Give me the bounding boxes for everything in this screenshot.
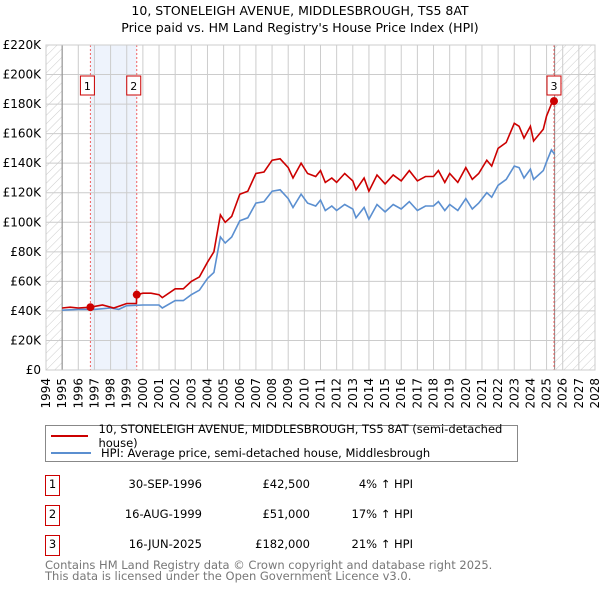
y-tick-label: £220K — [3, 38, 43, 52]
sale-badge: 2 — [45, 505, 60, 526]
sale-badge: 1 — [45, 475, 60, 496]
x-tick-label: 2026 — [556, 378, 570, 409]
sale-period-shade — [90, 45, 137, 370]
y-tick-label: £180K — [3, 97, 43, 111]
sale-label: 1 — [84, 80, 91, 93]
x-tick-label: 2006 — [233, 378, 247, 409]
x-tick-label: 2022 — [491, 378, 505, 409]
legend: 10, STONELEIGH AVENUE, MIDDLESBROUGH, TS… — [45, 422, 518, 462]
table-row: 1 30-SEP-1996 £42,500 4% ↑ HPI — [45, 475, 445, 496]
x-tick-label: 2014 — [362, 378, 376, 409]
hpi-series-line — [62, 148, 556, 311]
chart-subtitle: Price paid vs. HM Land Registry's House … — [121, 20, 478, 35]
chart-title: 10, STONELEIGH AVENUE, MIDDLESBROUGH, TS… — [131, 3, 468, 18]
sale-label-box — [79, 75, 95, 96]
x-tick-label: 1995 — [55, 378, 69, 409]
y-tick-label: £200K — [3, 68, 43, 82]
x-tick-label: 2025 — [540, 378, 554, 409]
x-tick-label: 2000 — [136, 378, 150, 409]
sale-date: 16-JUN-2025 — [128, 537, 202, 551]
sale-price: £51,000 — [262, 507, 310, 521]
y-tick-label: £40K — [10, 304, 42, 318]
y-tick-label: £20K — [10, 333, 42, 347]
table-row: 3 16-JUN-2025 £182,000 21% ↑ HPI — [45, 535, 445, 556]
sale-badge: 3 — [45, 535, 60, 556]
legend-item-property: 10, STONELEIGH AVENUE, MIDDLESBROUGH, TS… — [46, 422, 517, 450]
legend-label: HPI: Average price, semi-detached house,… — [101, 446, 431, 460]
x-tick-label: 2015 — [378, 378, 392, 409]
x-tick-label: 2001 — [152, 378, 166, 409]
x-tick-label: 2007 — [249, 378, 263, 409]
no-data-hatch — [46, 45, 63, 370]
blue-line-swatch — [51, 452, 91, 454]
y-tick-label: £80K — [10, 245, 42, 259]
x-tick-label: 2004 — [200, 378, 214, 409]
sale-price: £182,000 — [255, 537, 310, 551]
y-tick-label: £0 — [26, 363, 41, 377]
footer-copyright: Contains HM Land Registry data © Crown c… — [45, 558, 493, 572]
y-tick-label: £140K — [3, 156, 43, 170]
x-tick-label: 2011 — [314, 378, 328, 409]
x-tick-label: 2009 — [281, 378, 295, 409]
x-tick-label: 2002 — [168, 378, 182, 409]
y-tick-label: £160K — [3, 127, 43, 141]
sale-date: 16-AUG-1999 — [124, 507, 202, 521]
y-tick-label: £100K — [3, 215, 43, 229]
x-tick-label: 2005 — [217, 378, 231, 409]
sale-hpi: 4% ↑ HPI — [358, 477, 413, 491]
x-tick-label: 1997 — [87, 378, 101, 409]
table-row: 2 16-AUG-1999 £51,000 17% ↑ HPI — [45, 505, 445, 526]
footer: Contains HM Land Registry data © Crown c… — [45, 558, 493, 583]
x-tick-label: 2012 — [330, 378, 344, 409]
x-tick-label: 1999 — [120, 378, 134, 409]
x-tick-label: 1998 — [104, 378, 118, 409]
price-chart: 10, STONELEIGH AVENUE, MIDDLESBROUGH, TS… — [3, 3, 600, 409]
x-tick-label: 2027 — [572, 378, 586, 409]
x-tick-label: 2021 — [475, 378, 489, 409]
x-tick-label: 2017 — [410, 378, 424, 409]
x-tick-label: 2028 — [588, 378, 600, 409]
x-tick-label: 2019 — [443, 378, 457, 409]
sale-label-box — [546, 75, 562, 96]
sale-date: 30-SEP-1996 — [128, 477, 202, 491]
sale-label-box — [126, 75, 142, 96]
legend-item-hpi: HPI: Average price, semi-detached house,… — [46, 445, 430, 461]
sale-label: 3 — [550, 80, 557, 93]
legend-label: 10, STONELEIGH AVENUE, MIDDLESBROUGH, TS… — [98, 422, 503, 450]
x-tick-label: 2008 — [265, 378, 279, 409]
x-tick-label: 2020 — [459, 378, 473, 409]
x-tick-label: 2023 — [507, 378, 521, 409]
sale-point — [86, 303, 95, 312]
x-tick-label: 2010 — [297, 378, 311, 409]
sale-hpi: 17% ↑ HPI — [351, 507, 413, 521]
x-tick-label: 1994 — [39, 378, 53, 409]
sale-label: 2 — [130, 80, 137, 93]
sale-hpi: 21% ↑ HPI — [351, 537, 413, 551]
x-tick-label: 2024 — [523, 378, 537, 409]
sale-point — [549, 97, 558, 106]
x-tick-label: 1996 — [71, 378, 85, 409]
sale-point — [132, 290, 141, 299]
x-tick-label: 2018 — [427, 378, 441, 409]
x-tick-label: 2013 — [346, 378, 360, 409]
no-data-hatch — [554, 45, 595, 370]
x-tick-label: 2003 — [184, 378, 198, 409]
sale-price: £42,500 — [262, 477, 310, 491]
property-series-line — [62, 100, 555, 309]
y-tick-label: £120K — [3, 186, 43, 200]
red-line-swatch — [51, 435, 89, 437]
x-tick-label: 2016 — [394, 378, 408, 409]
footer-licence: This data is licensed under the Open Gov… — [45, 569, 412, 583]
y-tick-label: £60K — [10, 274, 42, 288]
plot-border — [45, 44, 596, 371]
